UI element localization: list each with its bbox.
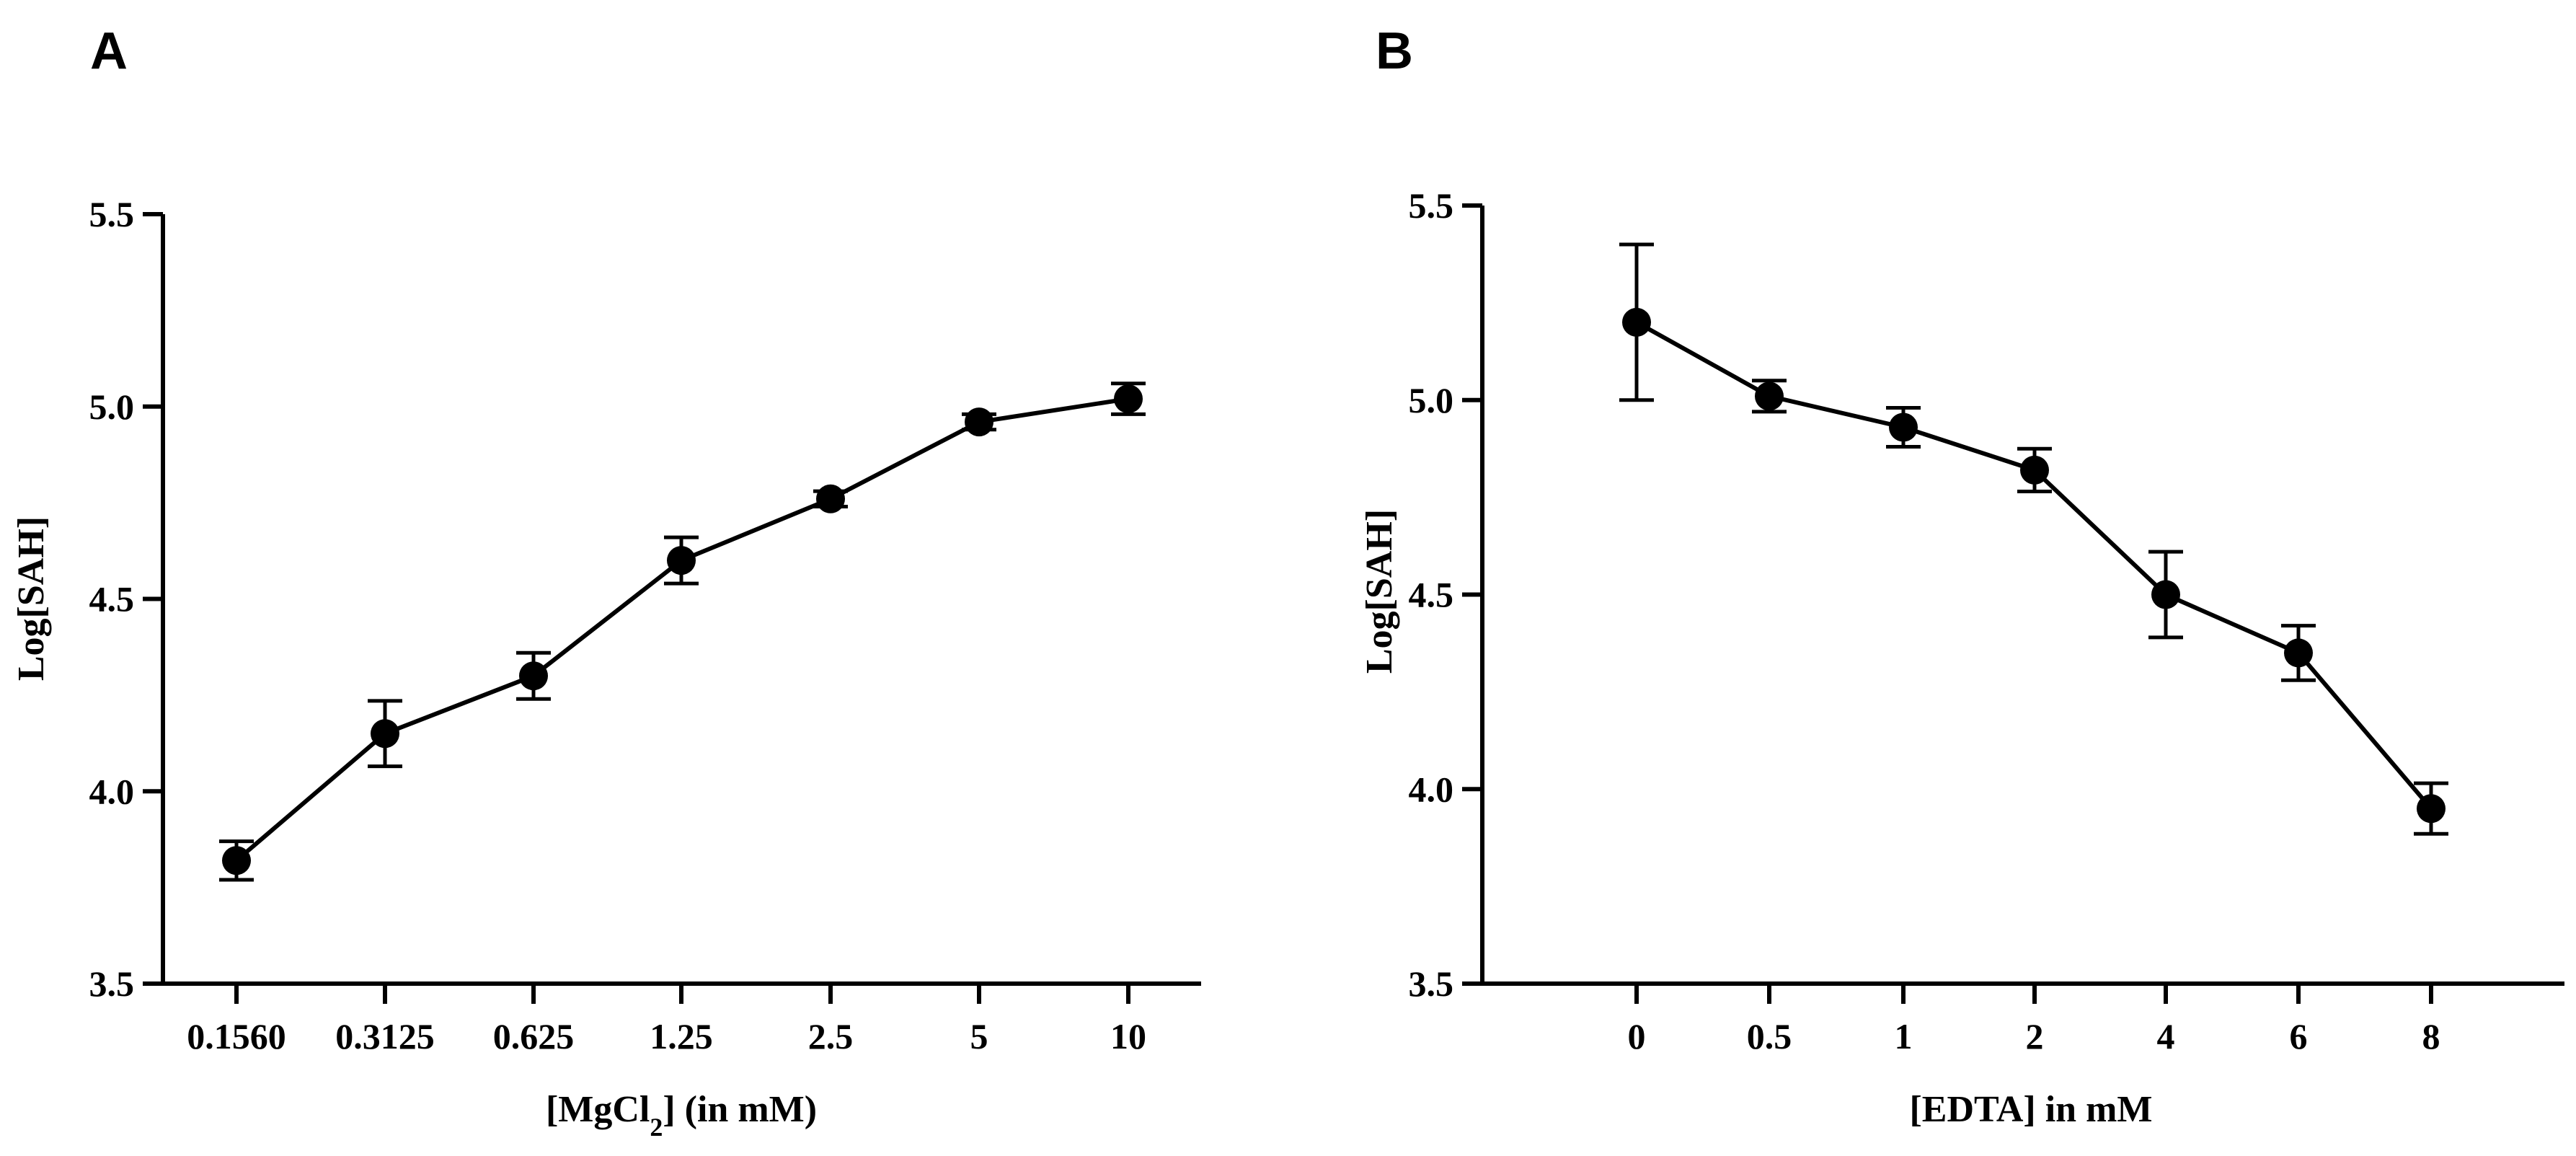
x-tick-label: 1	[1895, 1016, 1913, 1056]
data-point	[1889, 412, 1918, 442]
data-point	[2020, 455, 2049, 485]
data-point	[1622, 307, 1651, 337]
y-tick-label: 4.5	[89, 579, 135, 619]
x-tick-label: 8	[2422, 1016, 2440, 1056]
x-tick-label: 10	[1110, 1016, 1146, 1056]
panel-b-y-ticks: 3.5 4.0 4.5 5.0 5.5	[1409, 185, 1482, 1004]
panel-a-x-axis-title: [MgCl2] (in mM)	[546, 1089, 817, 1142]
panel-b-x-axis-title: [EDTA] in mM	[1909, 1089, 2152, 1130]
panel-b-y-axis-title: Log[SAH]	[1359, 509, 1400, 674]
data-point	[2151, 580, 2180, 609]
panel-a-y-axis-title: Log[SAH]	[11, 516, 52, 681]
data-point	[1755, 381, 1784, 411]
data-point	[2284, 638, 2313, 668]
x-tick-label: 0.625	[493, 1016, 575, 1056]
x-tick-label: 6	[2290, 1016, 2308, 1056]
x-tick-label: 0.5	[1747, 1016, 1792, 1056]
x-tick-label: 2	[2026, 1016, 2044, 1056]
y-tick-label: 5.0	[89, 387, 135, 427]
panel-a-series	[219, 381, 1146, 882]
x-tick-label: 2.5	[808, 1016, 854, 1056]
x-tick-label: 0	[1628, 1016, 1646, 1056]
data-point	[1114, 384, 1143, 414]
y-tick-label: 3.5	[89, 963, 135, 1004]
y-tick-label: 3.5	[1409, 963, 1454, 1004]
y-tick-label: 5.5	[89, 194, 135, 234]
y-tick-label: 5.0	[1409, 380, 1454, 420]
panel-a-x-ticks: 0.1560 0.3125 0.625 1.25 2.5 5 10	[187, 984, 1146, 1056]
x-tick-label: 1.25	[650, 1016, 713, 1056]
y-tick-label: 4.0	[89, 771, 135, 811]
panel-b-letter: B	[1376, 22, 1413, 80]
panel-b-x-ticks: 0 0.5 1 2 4 6 8	[1628, 984, 2440, 1056]
panel-a: A 3.5 4.0 4.5 5.0 5.5 0.1560 0.3125 0.625 1.25 2…	[11, 22, 1201, 1142]
panel-b-series	[1619, 242, 2448, 836]
panel-a-letter: A	[90, 22, 128, 80]
x-tick-label: 0.3125	[335, 1016, 435, 1056]
y-tick-label: 4.0	[1409, 769, 1454, 809]
panel-a-y-ticks: 3.5 4.0 4.5 5.0 5.5	[89, 194, 163, 1004]
x-tick-label: 0.1560	[187, 1016, 286, 1056]
data-point	[519, 661, 548, 691]
data-point	[222, 846, 251, 875]
panel-b: B 3.5 4.0 4.5 5.0 5.5 0 0.5 1 2 4 6 8 [EDTA] in mM…	[1359, 22, 2564, 1130]
data-point	[965, 407, 993, 437]
panel-a-xlabel-sub: 2	[650, 1113, 663, 1142]
panel-a-xlabel-main: [MgCl	[546, 1089, 650, 1130]
y-tick-label: 5.5	[1409, 185, 1454, 226]
series-line	[235, 397, 1129, 862]
data-point	[2417, 794, 2446, 824]
panel-a-xlabel-tail: ] (in mM)	[663, 1089, 817, 1130]
y-tick-label: 4.5	[1409, 575, 1454, 615]
data-point	[667, 546, 696, 575]
x-tick-label: 5	[970, 1016, 988, 1056]
data-point	[816, 484, 845, 513]
x-tick-label: 4	[2157, 1016, 2175, 1056]
data-point	[371, 719, 399, 749]
